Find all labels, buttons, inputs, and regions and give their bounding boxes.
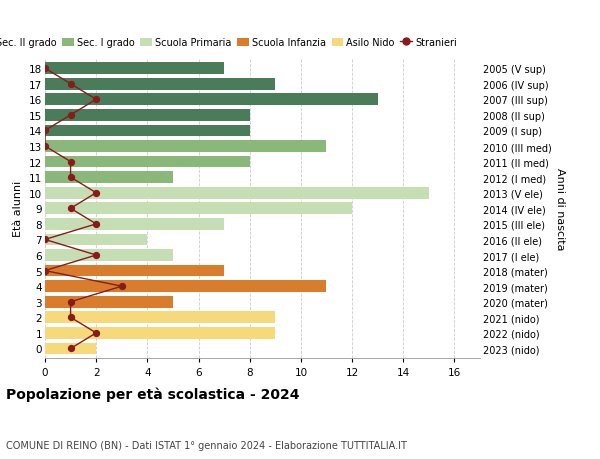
Bar — [45, 218, 224, 230]
Bar — [45, 296, 173, 308]
Legend: Sec. II grado, Sec. I grado, Scuola Primaria, Scuola Infanzia, Asilo Nido, Stran: Sec. II grado, Sec. I grado, Scuola Prim… — [0, 34, 461, 52]
Point — [66, 112, 76, 119]
Point — [91, 330, 101, 337]
Point — [40, 267, 50, 274]
Point — [40, 236, 50, 244]
Point — [66, 205, 76, 213]
Point — [66, 314, 76, 321]
Bar — [45, 125, 250, 137]
Bar — [45, 327, 275, 339]
Point — [40, 65, 50, 73]
Bar — [45, 157, 250, 168]
Bar — [45, 94, 377, 106]
Point — [40, 143, 50, 151]
Point — [117, 283, 127, 290]
Bar — [45, 343, 96, 354]
Bar — [45, 141, 326, 152]
Bar — [45, 110, 250, 122]
Point — [66, 158, 76, 166]
Point — [91, 221, 101, 228]
Bar — [45, 234, 148, 246]
Bar — [45, 172, 173, 184]
Bar — [45, 250, 173, 261]
Point — [91, 252, 101, 259]
Bar — [45, 312, 275, 324]
Point — [66, 298, 76, 306]
Point — [40, 128, 50, 135]
Point — [91, 190, 101, 197]
Point — [66, 81, 76, 88]
Bar — [45, 203, 352, 215]
Text: COMUNE DI REINO (BN) - Dati ISTAT 1° gennaio 2024 - Elaborazione TUTTITALIA.IT: COMUNE DI REINO (BN) - Dati ISTAT 1° gen… — [6, 440, 407, 450]
Bar — [45, 78, 275, 90]
Y-axis label: Età alunni: Età alunni — [13, 181, 23, 237]
Point — [66, 345, 76, 353]
Point — [91, 96, 101, 104]
Y-axis label: Anni di nascita: Anni di nascita — [556, 168, 565, 250]
Point — [66, 174, 76, 181]
Text: Popolazione per età scolastica - 2024: Popolazione per età scolastica - 2024 — [6, 387, 299, 402]
Bar — [45, 63, 224, 75]
Bar — [45, 265, 224, 277]
Bar — [45, 281, 326, 292]
Bar — [45, 187, 429, 199]
